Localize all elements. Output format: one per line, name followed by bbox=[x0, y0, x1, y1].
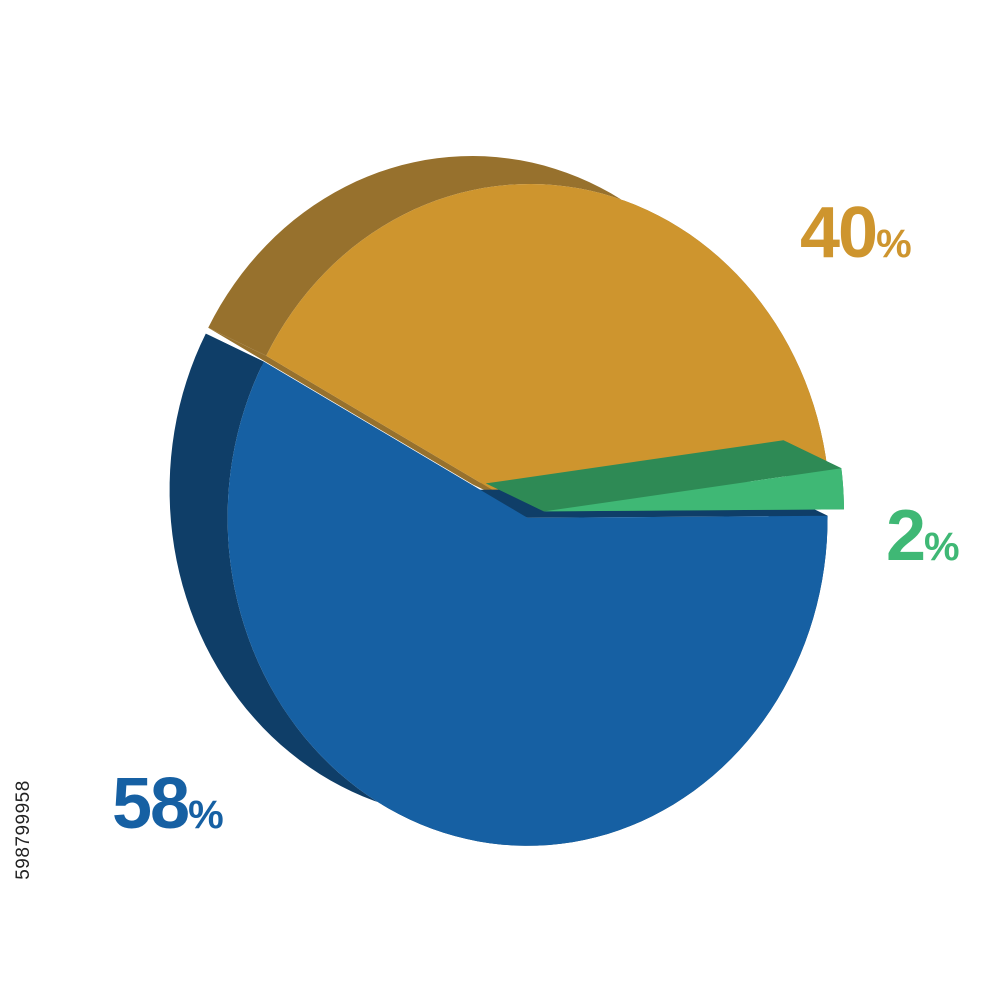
pie-slice-side-58 bbox=[169, 333, 828, 846]
pie-slices bbox=[169, 156, 844, 846]
pie-slice-face-58 bbox=[227, 361, 828, 846]
stock-id-watermark: 598799958 bbox=[13, 780, 35, 880]
pie-labels: 40% 2% 58% bbox=[112, 193, 960, 844]
pie-slice-face-40 bbox=[266, 184, 828, 512]
slice-label-40: 40% bbox=[800, 193, 912, 273]
pie-slice-2 bbox=[485, 440, 844, 512]
slice-label-58: 58% bbox=[112, 764, 224, 844]
slice-label-2: 2% bbox=[886, 496, 960, 576]
pie-slice-wall-40-0 bbox=[208, 327, 530, 512]
pie-slice-face-2 bbox=[543, 468, 844, 512]
